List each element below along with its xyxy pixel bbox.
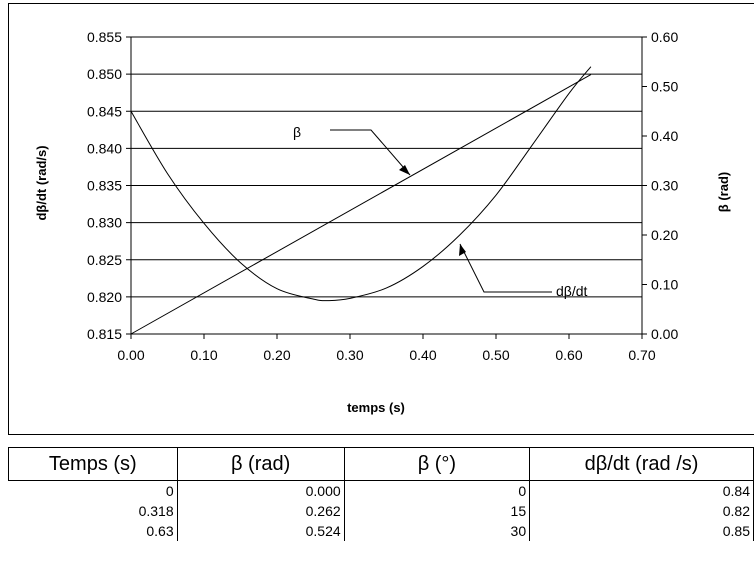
y-axis-title-left: dβ/dt (rad/s): [34, 145, 49, 220]
y-tick-label-left: 0.825: [87, 252, 122, 268]
table-cell: 0: [344, 480, 531, 501]
dbeta-annotation-arrowhead: [459, 244, 466, 256]
chart: 0.815 0.820 0.825 0.830 0.835 0.840 0.845 0.850…: [34, 29, 731, 415]
series-line-beta: [130, 74, 592, 335]
table-cell: 0.262: [177, 501, 345, 521]
table-cell: 0.85: [529, 521, 754, 541]
y-axis-title-right: β (rad): [716, 172, 731, 212]
dbeta-annotation-label: dβ/dt: [556, 283, 588, 299]
table-cell: 0.63: [8, 521, 178, 541]
table-cell: 0: [8, 480, 178, 501]
chart-frame: [8, 3, 754, 435]
series-line-dbeta-dt: [130, 66, 592, 302]
y-tick-label-right: 0.30: [651, 178, 678, 194]
beta-annotation-leader: [330, 129, 411, 176]
x-tick-label: 0.60: [555, 347, 582, 363]
table-row: 0.318 0.262 15 0.82: [8, 501, 754, 521]
table-cell: 30: [344, 521, 531, 541]
x-axis-title: temps (s): [347, 400, 405, 415]
y-tick-label-right: 0.60: [651, 29, 678, 45]
y-tick-label-right: 0.20: [651, 227, 678, 243]
x-tick-label: 0.00: [117, 347, 144, 363]
axes: [126, 36, 647, 339]
y-tick-label-left: 0.850: [87, 66, 122, 82]
table-cell: 0.84: [529, 480, 754, 501]
series: [130, 66, 592, 335]
y-tick-label-left: 0.855: [87, 29, 122, 45]
y-tick-label-right: 0.50: [651, 79, 678, 95]
y-tick-label-left: 0.830: [87, 215, 122, 231]
table-header-row: Temps (s) β (rad) β (°) dβ/dt (rad /s): [8, 447, 754, 481]
table-cell: 0.524: [177, 521, 345, 541]
beta-annotation-label: β: [293, 124, 301, 140]
x-tick-label: 0.20: [263, 347, 290, 363]
x-tick-label: 0.10: [190, 347, 217, 363]
x-tick-label: 0.50: [482, 347, 509, 363]
y-tick-label-left: 0.840: [87, 140, 122, 156]
beta-annotation-arrowhead: [399, 165, 410, 175]
annotations: β dβ/dt: [293, 124, 588, 299]
table-header-cell: β (°): [343, 447, 531, 481]
table-header-cell: dβ/dt (rad /s): [529, 447, 754, 481]
y-tick-label-right: 0.00: [651, 326, 678, 342]
x-tick-label: 0.40: [409, 347, 436, 363]
table-cell: 0.82: [529, 501, 754, 521]
x-tick-label: 0.70: [628, 347, 655, 363]
y-tick-label-left: 0.820: [87, 289, 122, 305]
y-tick-label-right: 0.40: [651, 128, 678, 144]
table-cell: 0.318: [8, 501, 178, 521]
y-tick-label-right: 0.10: [651, 277, 678, 293]
dbeta-annotation-leader: [459, 243, 552, 293]
y-tick-label-left: 0.845: [87, 103, 122, 119]
x-tick-label: 0.30: [336, 347, 363, 363]
table-row: 0.63 0.524 30 0.85: [8, 521, 754, 541]
y-tick-label-left: 0.835: [87, 178, 122, 194]
table-cell: 0.000: [177, 480, 345, 501]
data-table: Temps (s) β (rad) β (°) dβ/dt (rad /s) 0…: [8, 447, 754, 541]
table-row: 0 0.000 0 0.84: [8, 480, 754, 501]
y-tick-label-left: 0.815: [87, 326, 122, 342]
table-cell: 15: [344, 501, 531, 521]
tick-labels: 0.815 0.820 0.825 0.830 0.835 0.840 0.845 0.850…: [87, 29, 679, 363]
table-header-cell: Temps (s): [8, 447, 178, 481]
table-header-cell: β (rad): [176, 447, 345, 481]
